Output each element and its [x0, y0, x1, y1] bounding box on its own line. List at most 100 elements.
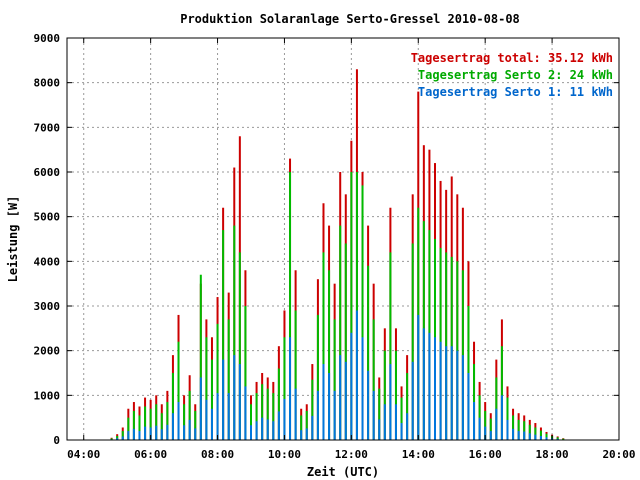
bar-serto2 [406, 373, 409, 440]
bar-serto2 [216, 323, 219, 440]
bar-serto1 [339, 355, 342, 440]
bar-serto2 [183, 404, 186, 440]
bar-serto1 [166, 424, 169, 440]
bar-serto2 [255, 393, 258, 440]
bar-serto1 [450, 346, 453, 440]
bar-serto1 [539, 435, 542, 440]
x-tick-label: 12:00 [335, 448, 368, 461]
x-tick-label: 10:00 [268, 448, 301, 461]
plot-area [66, 37, 620, 441]
bar-serto1 [545, 437, 548, 440]
bar-serto1 [523, 431, 526, 440]
bar-serto2 [294, 310, 297, 440]
bar-serto1 [233, 355, 236, 440]
bar-serto1 [445, 346, 448, 440]
bar-serto1 [194, 428, 197, 440]
bar-serto1 [272, 421, 275, 440]
bar-serto1 [277, 411, 280, 440]
bar-serto2 [155, 404, 158, 440]
legend-entry: Tagesertrag total: 35.12 kWh [411, 51, 613, 65]
bar-serto2 [539, 430, 542, 440]
bars [110, 69, 565, 441]
bar-serto1 [316, 390, 319, 440]
bar-serto1 [300, 430, 303, 440]
bar-serto1 [367, 370, 370, 440]
y-tick-label: 4000 [34, 255, 61, 268]
bar-serto1 [489, 431, 492, 440]
bar-serto2 [250, 404, 252, 440]
bar-serto1 [333, 390, 336, 440]
bar-serto2 [344, 243, 347, 440]
bar-serto1 [255, 421, 258, 440]
bar-serto2 [233, 225, 236, 440]
bar-serto2 [272, 393, 275, 440]
bar-serto2 [149, 408, 152, 440]
bar-serto2 [238, 252, 241, 440]
x-tick-label: 14:00 [402, 448, 435, 461]
y-axis-label: Leistung [W] [6, 196, 20, 283]
bar-serto1 [244, 386, 247, 440]
bar-serto1 [411, 361, 414, 440]
legend-entry: Tagesertrag Serto 2: 24 kWh [418, 68, 613, 82]
y-axis-ticks: 0 1000 2000 3000 4000 5000 6000 7000 8000 9000 [34, 32, 619, 447]
x-tick-label: 16:00 [469, 448, 502, 461]
bar-serto1 [250, 425, 252, 440]
bar-serto1 [155, 425, 158, 440]
y-tick-label: 2000 [34, 345, 61, 358]
bar-serto2 [222, 230, 225, 440]
bar-serto2 [517, 419, 520, 440]
bar-serto2 [394, 350, 397, 440]
x-axis-ticks: 04:00 06:00 08:00 10:00 12:00 14:00 16:00 18:00… [67, 38, 636, 461]
y-tick-label: 9000 [34, 32, 61, 45]
bar-serto1 [261, 417, 264, 440]
bar-serto2 [333, 319, 336, 440]
bar-serto1 [473, 402, 476, 440]
bar-serto1 [311, 415, 314, 440]
bar-serto2 [177, 341, 180, 440]
bar-serto2 [311, 379, 314, 440]
bar-serto1 [121, 436, 124, 440]
bar-serto1 [484, 426, 487, 440]
bar-serto1 [227, 393, 230, 440]
bar-serto2 [194, 410, 197, 440]
bar-serto1 [439, 341, 442, 440]
bar-serto2 [484, 410, 487, 440]
bar-serto2 [316, 314, 319, 440]
bar-serto2 [116, 435, 119, 440]
bar-serto1 [434, 337, 436, 440]
bar-serto2 [160, 413, 163, 440]
legend: Tagesertrag total: 35.12 kWh Tagesertrag … [411, 51, 613, 99]
x-axis-label: Zeit (UTC) [307, 465, 379, 479]
bar-serto1 [222, 359, 225, 440]
bar-serto1 [305, 428, 308, 440]
bar-serto2 [277, 368, 280, 440]
y-tick-label: 3000 [34, 300, 61, 313]
bar-serto2 [110, 438, 113, 440]
bar-serto1 [144, 426, 147, 440]
bar-serto1 [417, 314, 420, 440]
bar-serto2 [166, 402, 169, 440]
bar-serto1 [467, 373, 470, 440]
bar-serto2 [199, 274, 202, 440]
y-tick-label: 1000 [34, 389, 61, 402]
bar-serto1 [528, 433, 531, 440]
bar-serto1 [344, 361, 347, 440]
bar-serto2 [266, 388, 269, 440]
bar-serto2 [500, 346, 503, 440]
bar-serto2 [523, 421, 526, 440]
bar-serto2 [188, 390, 191, 440]
bar-serto2 [289, 172, 292, 440]
bar-serto2 [300, 415, 303, 440]
bar-serto2 [210, 359, 213, 440]
bar-serto1 [406, 413, 409, 440]
bar-serto2 [144, 406, 147, 440]
bar-serto1 [322, 364, 325, 440]
bar-serto1 [361, 337, 364, 440]
bar-serto1 [456, 350, 459, 440]
bar-serto2 [383, 350, 386, 440]
bar-serto1 [183, 425, 186, 440]
bar-serto2 [121, 431, 124, 440]
bar-serto1 [517, 431, 520, 440]
bar-serto2 [367, 265, 370, 440]
